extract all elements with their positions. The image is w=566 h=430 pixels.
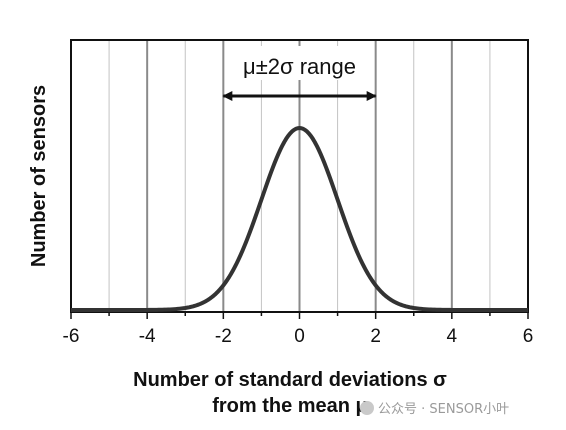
x-axis-tick-labels: -6 -4 -2 0 2 4 6 xyxy=(63,326,534,347)
x-axis-ticks xyxy=(70,312,529,319)
y-axis-title: Number of sensors xyxy=(28,85,50,267)
grid-minor xyxy=(108,40,491,312)
x-tick-label: -2 xyxy=(215,326,232,347)
watermark: 公众号 · SENSOR小叶 xyxy=(360,398,509,417)
watermark-text: 公众号 · SENSOR小叶 xyxy=(378,402,510,417)
range-annotation: μ±2σ range xyxy=(243,54,356,79)
normal-distribution-curve xyxy=(70,126,529,312)
x-tick-label: -6 xyxy=(63,326,80,347)
grid-major xyxy=(146,40,453,312)
x-axis-title-line-2: from the mean μ xyxy=(212,395,368,417)
x-tick-label: 4 xyxy=(447,326,458,347)
wechat-icon xyxy=(360,401,374,415)
x-tick-label: 2 xyxy=(370,326,381,347)
x-tick-label: 6 xyxy=(523,326,534,347)
annotation-background xyxy=(229,46,370,80)
x-tick-label: 0 xyxy=(294,326,305,347)
x-axis-title-line-1: Number of standard deviations σ xyxy=(133,369,447,391)
x-tick-label: -4 xyxy=(139,326,156,347)
